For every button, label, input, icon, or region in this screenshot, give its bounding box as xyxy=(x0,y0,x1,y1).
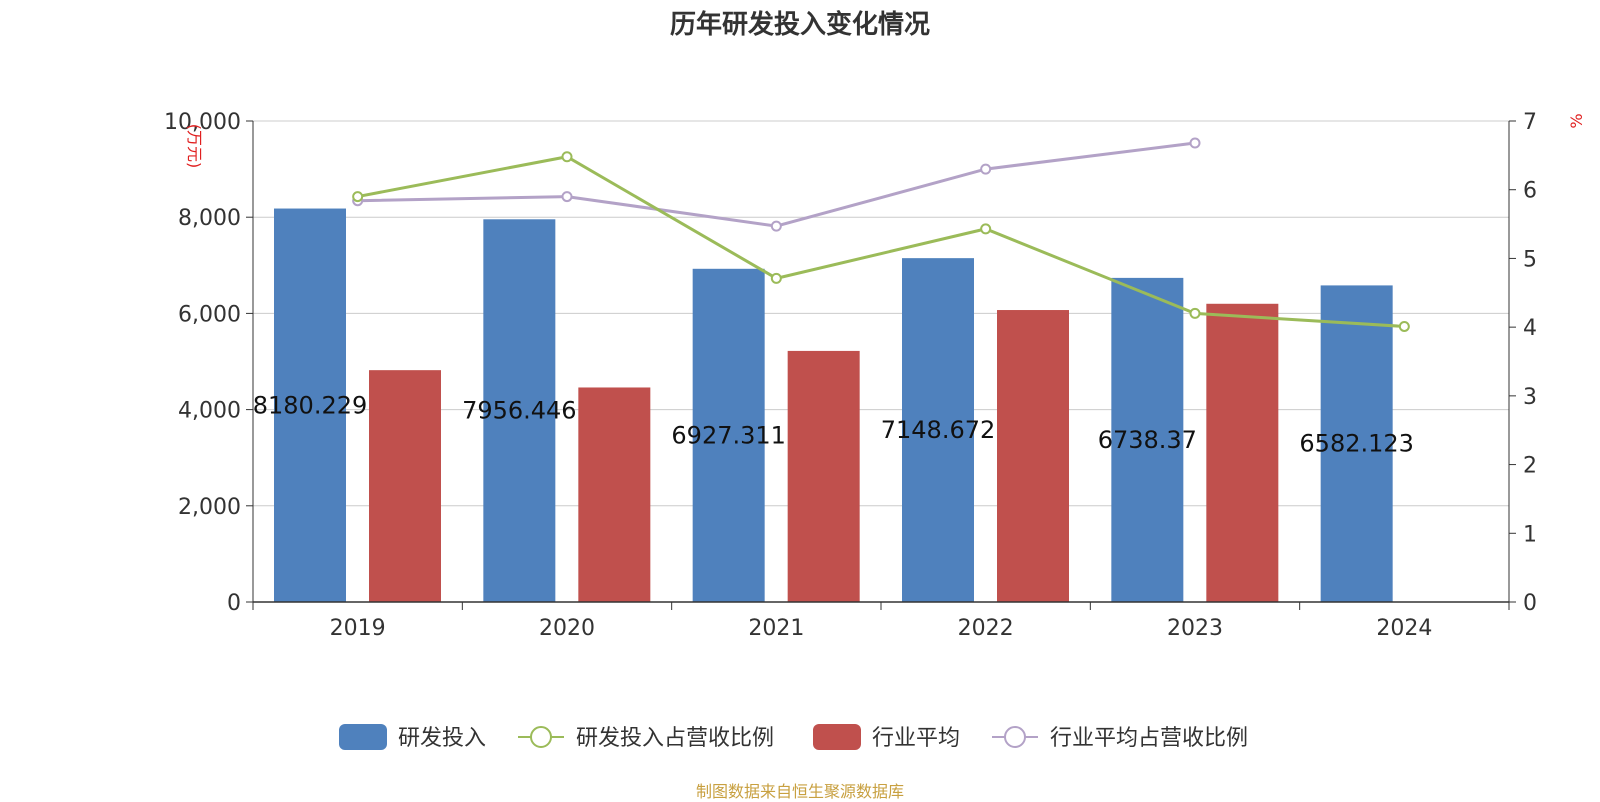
bar-rd-investment xyxy=(274,208,346,602)
rd-ratio-point xyxy=(352,191,364,203)
y-left-tick-label: 2,000 xyxy=(178,495,241,520)
bar-data-label: 6582.123 xyxy=(1299,430,1414,458)
y-right-tick-label: 7 xyxy=(1523,110,1537,135)
bar-data-label: 8180.229 xyxy=(253,391,368,419)
bar-data-label: 7956.446 xyxy=(462,397,577,425)
legend-label: 行业平均 xyxy=(872,726,961,751)
bar-industry-average xyxy=(578,387,651,602)
legend-label: 研发投入占营收比例 xyxy=(576,726,775,751)
bar-rd-investment xyxy=(1111,277,1184,602)
bar-industry-average xyxy=(369,370,441,602)
y-right-axis-unit: % xyxy=(1567,113,1586,128)
legend-swatch-bar-blue xyxy=(339,724,387,750)
bar-rd-investment xyxy=(692,268,765,602)
rd-ratio-point xyxy=(1189,307,1201,319)
y-left-tick-label: 8,000 xyxy=(178,206,241,231)
legend-item-rd-investment[interactable]: 研发投入 xyxy=(338,718,486,754)
chart-legend: 研发投入 研发投入占营收比例 行业平均 行业平均占营收比例 xyxy=(0,718,1600,758)
y-right-tick-label: 4 xyxy=(1523,316,1537,341)
industry-ratio-point xyxy=(1189,137,1201,149)
rd-ratio-line xyxy=(357,155,1405,328)
bar-rd-investment xyxy=(1320,285,1393,602)
industry-ratio-point xyxy=(980,163,992,175)
industry-ratio-point xyxy=(561,191,573,203)
y-right-tick-label: 2 xyxy=(1523,454,1537,479)
y-right-tick-label: 1 xyxy=(1523,522,1537,547)
legend-label: 行业平均占营收比例 xyxy=(1050,726,1249,751)
x-tick-label: 2021 xyxy=(748,616,804,641)
legend-label: 研发投入 xyxy=(398,726,487,751)
y-right-tick-label: 5 xyxy=(1523,247,1537,272)
bar-rd-investment xyxy=(483,219,556,602)
x-tick-label: 2019 xyxy=(330,616,386,641)
bar-data-label: 6738.37 xyxy=(1098,426,1197,454)
legend-swatch-line-green xyxy=(518,726,564,748)
x-tick-label: 2023 xyxy=(1167,616,1223,641)
x-tick-label: 2022 xyxy=(958,616,1014,641)
bar-data-label: 7148.672 xyxy=(881,416,996,444)
y-right-tick-label: 3 xyxy=(1523,385,1537,410)
y-left-tick-label: 4,000 xyxy=(178,399,241,424)
legend-swatch-bar-red xyxy=(813,724,861,750)
y-right-tick-label: 6 xyxy=(1523,179,1537,204)
y-left-tick-label: 0 xyxy=(227,591,241,616)
legend-item-rd-ratio[interactable]: 研发投入占营收比例 xyxy=(516,718,774,754)
chart-title: 历年研发投入变化情况 xyxy=(669,10,930,40)
x-tick-label: 2024 xyxy=(1376,616,1432,641)
rd-ratio-point xyxy=(1398,320,1410,332)
industry-ratio-point xyxy=(770,220,782,232)
bar-industry-average xyxy=(787,350,860,602)
bar-data-label: 6927.311 xyxy=(671,421,786,449)
bar-industry-average xyxy=(1206,303,1279,602)
y-left-tick-label: 6,000 xyxy=(178,302,241,327)
legend-item-industry-ratio[interactable]: 行业平均占营收比例 xyxy=(990,718,1248,754)
rd-ratio-point xyxy=(770,272,782,284)
data-source-note: 制图数据来自恒生聚源数据库 xyxy=(695,782,904,801)
y-left-axis-unit: (万元) xyxy=(185,124,204,169)
industry-ratio-line xyxy=(357,141,1196,228)
y-left-tick-label: 10,000 xyxy=(164,110,241,135)
y-right-tick-label: 0 xyxy=(1523,591,1537,616)
bar-industry-average xyxy=(997,310,1069,602)
x-tick-label: 2020 xyxy=(539,616,595,641)
rd-ratio-point xyxy=(561,151,573,163)
bar-rd-investment xyxy=(902,258,974,602)
legend-item-industry-average[interactable]: 行业平均 xyxy=(812,718,960,754)
rd-ratio-point xyxy=(980,223,992,235)
legend-swatch-line-purple xyxy=(992,726,1038,748)
